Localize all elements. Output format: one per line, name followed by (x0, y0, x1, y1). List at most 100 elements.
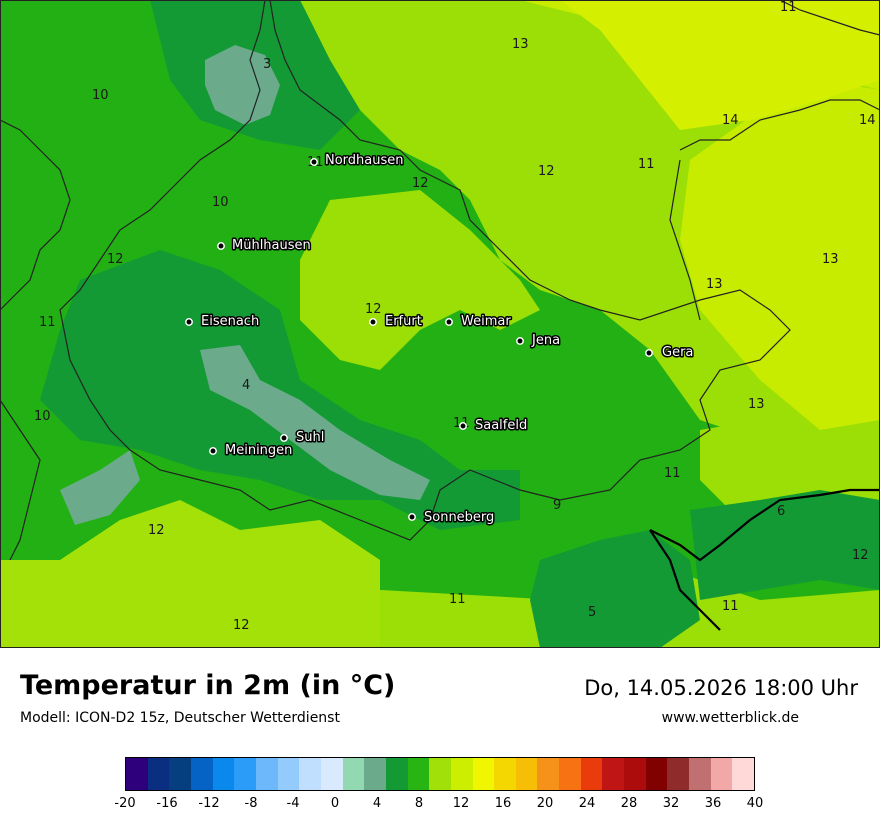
iso-label: 6 (777, 504, 785, 519)
iso-label: 12 (233, 618, 250, 633)
border-ne (779, 0, 880, 36)
legend-tick-label: -12 (198, 796, 220, 811)
legend-color-segment (385, 758, 408, 790)
city-label: Gera (662, 345, 693, 360)
website-link[interactable]: www.wetterblick.de (661, 710, 799, 726)
border-czech2 (649, 529, 721, 631)
iso-label: 11 (664, 466, 681, 481)
legend-tick-label: 20 (536, 796, 554, 811)
model-info: Modell: ICON-D2 15z, Deutscher Wetterdie… (20, 710, 340, 726)
legend-color-segment (255, 758, 278, 790)
iso-label: 12 (538, 164, 555, 179)
legend-color-segment (602, 758, 625, 790)
legend-tick-label: 12 (452, 796, 470, 811)
zone-cold-harz (205, 45, 280, 125)
city-label: Saalfeld (475, 418, 527, 433)
legend-tick-label: -20 (114, 796, 136, 811)
iso-label: 13 (512, 37, 529, 52)
city-dot (645, 349, 653, 357)
city-markers: Nordhausen Mühlhausen Eisenach Erfurt We… (185, 152, 695, 527)
border-west (0, 119, 71, 311)
iso-label: 12 (852, 548, 869, 563)
legend-color-segment (190, 758, 213, 790)
legend-color-segment (494, 758, 516, 790)
zone-dark-green-e (690, 490, 880, 600)
iso-label: 11 (780, 0, 797, 15)
legend-color-segment (169, 758, 191, 790)
legend-color-segment (472, 758, 495, 790)
legend-tick-label: -16 (156, 796, 178, 811)
city-label: Mühlhausen (232, 238, 311, 253)
iso-label: 11 (449, 592, 466, 607)
city-dot (185, 318, 193, 326)
legend-color-segment (342, 758, 365, 790)
zone-light-green-center (300, 190, 540, 370)
legend-color-segment (580, 758, 603, 790)
legend-color-segment (299, 758, 321, 790)
iso-label: 12 (365, 302, 382, 317)
city-dot (280, 434, 288, 442)
legend-tick-label: 16 (494, 796, 512, 811)
iso-label: 11 (722, 599, 739, 614)
legend-color-segment (515, 758, 538, 790)
iso-label: 9 (553, 498, 561, 513)
iso-label: 10 (212, 195, 229, 210)
city-label: Eisenach (201, 314, 259, 329)
legend-tick-label: 24 (578, 796, 596, 811)
iso-label: 13 (748, 397, 765, 412)
legend-color-segment (710, 758, 733, 790)
legend-color-segment (537, 758, 560, 790)
iso-label: 12 (148, 523, 165, 538)
legend-ticks: -20 -16 -12 -8 -4 0 4 8 12 16 20 24 28 32 36 40 (114, 796, 763, 816)
city-label: Meiningen (225, 443, 292, 458)
iso-label: 5 (588, 605, 596, 620)
legend-tick-label: 8 (414, 796, 424, 811)
iso-label: 13 (706, 277, 723, 292)
legend-color-segment (624, 758, 646, 790)
city-label: Weimar (461, 314, 511, 329)
city-label: Nordhausen (325, 153, 404, 168)
legend-color-segment (277, 758, 300, 790)
color-scale-legend (125, 757, 755, 791)
iso-label: 11 (39, 315, 56, 330)
city-dot (445, 318, 453, 326)
zone-cold-thuringian-forest (200, 345, 430, 500)
city-dot (459, 422, 467, 430)
city-dot (408, 513, 416, 521)
temperature-map: 11 13 3 10 14 14 11 12 12 11 10 12 13 13… (0, 0, 880, 648)
border-czech (649, 488, 880, 562)
legend-color-segment (667, 758, 690, 790)
legend-tick-label: 0 (330, 796, 340, 811)
legend-color-segment (450, 758, 473, 790)
legend-color-segment (732, 758, 755, 790)
legend-color-segment (212, 758, 235, 790)
legend-color-segment (429, 758, 451, 790)
legend-tick-label: 40 (746, 796, 764, 811)
border-lines (0, 0, 880, 561)
legend-color-segment (364, 758, 386, 790)
city-label: Jena (531, 333, 560, 348)
legend-color-segment (645, 758, 668, 790)
iso-label: 14 (722, 113, 739, 128)
zone-cold-rhoen (60, 450, 140, 525)
legend-tick-label: 36 (704, 796, 722, 811)
legend-color-segment (147, 758, 170, 790)
border-state (59, 0, 791, 541)
iso-label: 10 (34, 409, 51, 424)
legend-tick-label: -8 (244, 796, 258, 811)
city-dot (209, 447, 217, 455)
city-label: Suhl (296, 430, 324, 445)
zone-light-green-sw (0, 500, 380, 648)
legend-color-segment (689, 758, 711, 790)
city-label: Erfurt (385, 314, 422, 329)
iso-label: 3 (263, 57, 271, 72)
legend-tick-label: 4 (372, 796, 382, 811)
iso-label: 13 (822, 252, 839, 267)
legend-tick-label: -4 (286, 796, 300, 811)
map-title: Temperatur in 2m (in °C) (20, 670, 396, 701)
legend-color-segment (559, 758, 581, 790)
iso-label: 12 (412, 176, 429, 191)
iso-label: 11 (638, 157, 655, 172)
legend-color-segment (320, 758, 343, 790)
city-dot (217, 242, 225, 250)
